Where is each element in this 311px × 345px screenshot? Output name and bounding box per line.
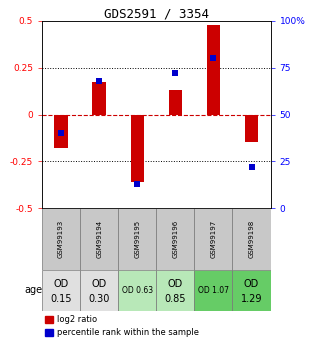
Text: 0.30: 0.30 — [88, 294, 110, 304]
Text: GSM99195: GSM99195 — [134, 220, 140, 258]
Bar — [118, 270, 156, 311]
Text: OD: OD — [168, 279, 183, 289]
Text: percentile rank within the sample: percentile rank within the sample — [57, 328, 199, 337]
Bar — [131, 115, 144, 182]
Text: 0.15: 0.15 — [50, 294, 72, 304]
Bar — [42, 270, 80, 311]
Bar — [232, 208, 271, 270]
Bar — [156, 208, 194, 270]
Bar — [54, 115, 68, 148]
Text: 0.85: 0.85 — [165, 294, 186, 304]
Text: GSM99196: GSM99196 — [172, 220, 178, 258]
Bar — [194, 270, 232, 311]
Text: OD: OD — [91, 279, 107, 289]
Text: 1.29: 1.29 — [241, 294, 262, 304]
Bar — [156, 270, 194, 311]
Bar — [42, 208, 80, 270]
Bar — [169, 90, 182, 115]
Bar — [118, 208, 156, 270]
Bar — [245, 115, 258, 142]
Bar — [207, 26, 220, 115]
Text: OD 0.63: OD 0.63 — [122, 286, 153, 295]
Text: GSM99197: GSM99197 — [211, 220, 216, 258]
Text: OD: OD — [244, 279, 259, 289]
Text: log2 ratio: log2 ratio — [57, 315, 97, 324]
Text: GSM99193: GSM99193 — [58, 220, 64, 258]
Bar — [45, 316, 53, 323]
Bar — [232, 270, 271, 311]
Text: OD: OD — [53, 279, 69, 289]
Text: OD 1.07: OD 1.07 — [198, 286, 229, 295]
Bar — [45, 329, 53, 336]
Text: GSM99198: GSM99198 — [248, 220, 254, 258]
Text: age: age — [25, 285, 43, 295]
Text: GSM99194: GSM99194 — [96, 220, 102, 258]
Title: GDS2591 / 3354: GDS2591 / 3354 — [104, 8, 209, 21]
Bar — [80, 270, 118, 311]
Bar — [80, 208, 118, 270]
Bar — [194, 208, 232, 270]
Bar — [92, 82, 106, 115]
